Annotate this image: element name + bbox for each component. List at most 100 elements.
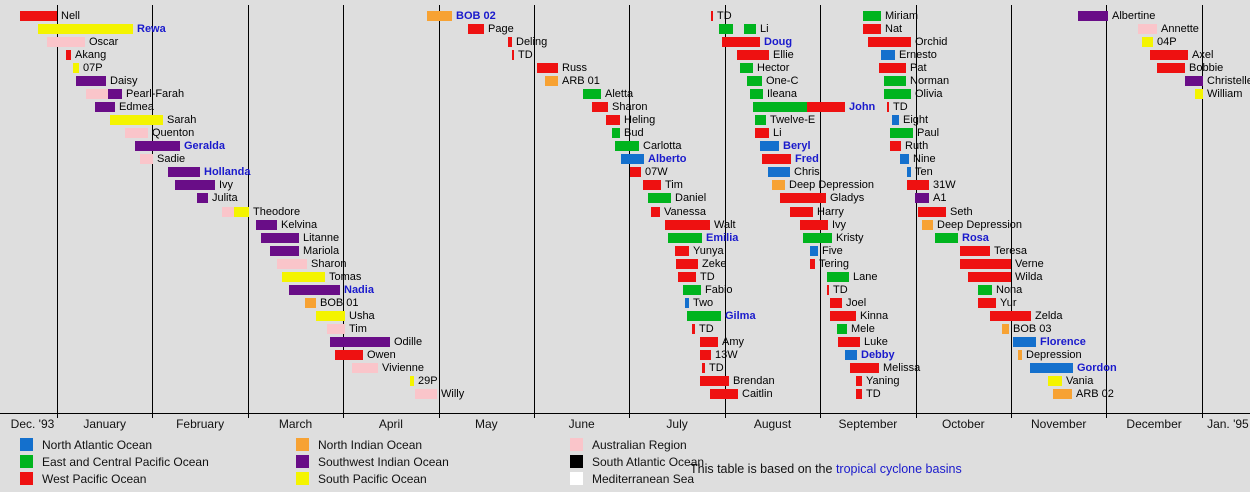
storm-bar [277, 259, 307, 269]
storm-bar [890, 128, 913, 138]
storm-label: Odille [394, 336, 423, 348]
storm-bar [990, 311, 1031, 321]
storm-label: Vania [1066, 375, 1094, 387]
storm-label: Ivy [832, 219, 847, 231]
storm-bar [1018, 350, 1022, 360]
storm-bar [863, 11, 881, 21]
storm-label[interactable]: Debby [861, 349, 895, 361]
month-gridline [343, 5, 345, 418]
storm-label: Julita [212, 192, 238, 204]
storm-bar [700, 337, 718, 347]
storm-bar [768, 167, 790, 177]
storm-label: TD [518, 49, 533, 61]
storm-label: Harry [817, 206, 844, 218]
storm-bar [222, 207, 234, 217]
storm-label: Pearl-Farah [126, 88, 185, 100]
storm-label: Page [488, 23, 514, 35]
storm-label[interactable]: Fred [795, 153, 819, 165]
storm-bar [702, 363, 705, 373]
storm-bar [918, 207, 946, 217]
storm-bar [615, 141, 639, 151]
storm-label: TD [700, 271, 715, 283]
storm-bar [803, 233, 832, 243]
storm-label: One-C [766, 75, 799, 87]
storm-bar [1078, 11, 1108, 21]
month-gridline [1011, 5, 1012, 418]
footnote-text: This table is based on the [690, 462, 836, 476]
storm-label[interactable]: Emilia [706, 232, 739, 244]
storm-label: Joel [846, 297, 867, 309]
month-label: February [176, 417, 225, 431]
storm-label: Nine [913, 153, 936, 165]
month-label: April [378, 417, 403, 431]
footnote-link-tropical-cyclone-basins[interactable]: tropical cyclone basins [835, 462, 962, 476]
legend-swatch-aus [570, 438, 583, 451]
month-label: October [941, 417, 985, 431]
storm-label[interactable]: Gilma [725, 310, 756, 322]
storm-label[interactable]: Alberto [648, 153, 687, 165]
storm-label[interactable]: Beryl [783, 140, 811, 152]
storm-label: Hector [757, 62, 790, 74]
storm-label: Carlotta [643, 140, 682, 152]
storm-label[interactable]: Gordon [1077, 362, 1117, 374]
storm-bar [744, 24, 756, 34]
storm-label: Two [693, 297, 714, 309]
storm-label: 31W [933, 179, 956, 191]
storm-label: Ivy [219, 179, 234, 191]
storm-bar [108, 89, 122, 99]
storm-label: Amy [722, 336, 744, 348]
storm-label: Lane [853, 271, 878, 283]
month-gridline [820, 5, 822, 418]
storm-label[interactable]: Geralda [184, 140, 225, 152]
storm-bar [410, 376, 414, 386]
storm-bar [468, 24, 484, 34]
storm-bar [1030, 363, 1073, 373]
month-gridline [724, 5, 726, 418]
storm-bar [282, 272, 325, 282]
storm-label[interactable]: Rosa [962, 232, 989, 244]
storm-bar [427, 11, 452, 21]
storm-bar [261, 233, 299, 243]
storm-label: Nat [885, 23, 903, 35]
storm-bar [922, 220, 933, 230]
storm-label: Deep Depression [789, 179, 874, 191]
storm-bar [740, 63, 753, 73]
storm-label: Albertine [1112, 10, 1156, 22]
storm-label: TD [866, 388, 881, 400]
legend-swatch-natl [20, 438, 33, 451]
storm-label: Oscar [89, 36, 119, 48]
storm-label: Teresa [994, 245, 1028, 257]
storm-label: 07P [83, 62, 103, 74]
storm-label[interactable]: Doug [764, 36, 793, 48]
storm-label: ARB 01 [562, 75, 600, 87]
storm-bar [753, 102, 807, 112]
storm-bar [827, 285, 829, 295]
storm-label: Bobbie [1189, 62, 1224, 74]
storm-label[interactable]: Nadia [344, 284, 374, 296]
storm-bar [737, 50, 769, 60]
storm-label: Tomas [329, 271, 362, 283]
storm-label: Sharon [311, 258, 347, 270]
storm-label[interactable]: John [849, 101, 876, 113]
storm-bar [665, 220, 710, 230]
storm-label: Willy [441, 388, 465, 400]
storm-label[interactable]: Rewa [137, 23, 166, 35]
legend-swatch-med [570, 472, 583, 485]
legend-label: North Atlantic Ocean [42, 438, 153, 452]
storm-label[interactable]: BOB 02 [456, 10, 496, 22]
month-gridline [57, 5, 58, 418]
storm-bar [676, 259, 698, 269]
storm-label[interactable]: Florence [1040, 336, 1086, 348]
storm-label: Ten [915, 166, 933, 178]
storm-label: Gladys [830, 192, 865, 204]
footnote: This table is based on the tropical cycl… [690, 462, 962, 476]
legend-swatch-spac [296, 472, 309, 485]
storm-bar [1048, 376, 1062, 386]
storm-label: Walt [714, 219, 736, 231]
storm-bar [827, 272, 849, 282]
storm-bar [900, 154, 909, 164]
storm-label: Ruth [905, 140, 929, 152]
storm-label: Seth [950, 206, 973, 218]
storm-bar [884, 89, 911, 99]
storm-label[interactable]: Hollanda [204, 166, 251, 178]
